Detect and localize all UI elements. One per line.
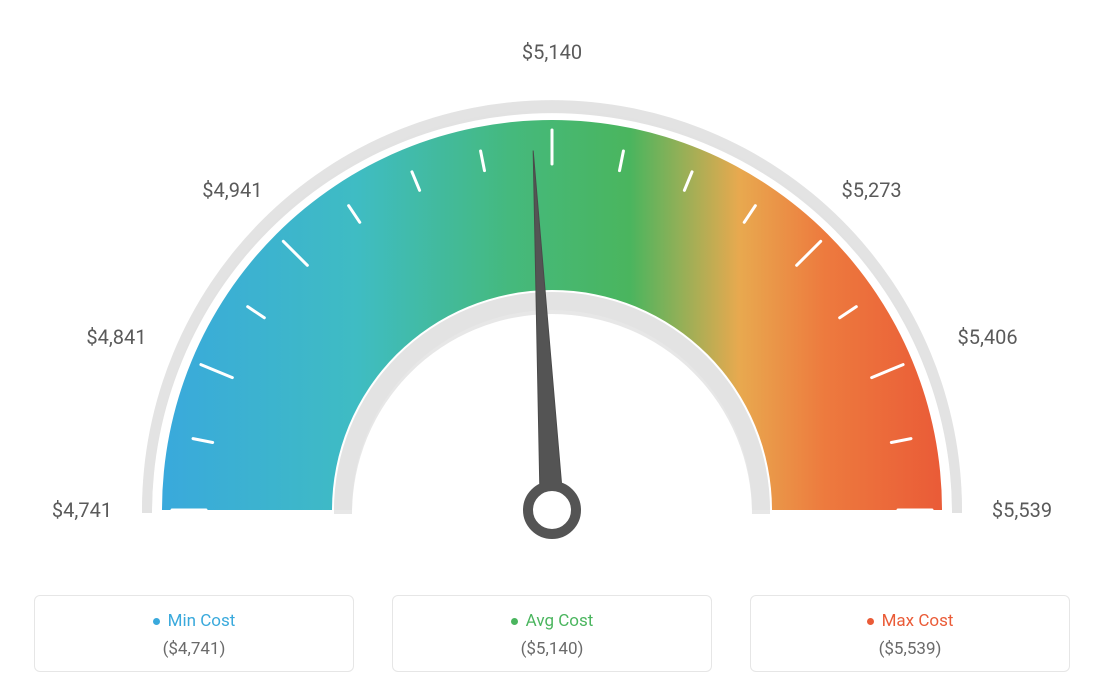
gauge-tick-label: $5,539 [992,498,1052,522]
legend-title-text: Min Cost [168,611,236,631]
legend-value-max: ($5,539) [761,639,1059,659]
gauge-tick-label: $5,273 [842,178,902,202]
gauge-container: $4,741 $4,841 $4,941 $5,140 $5,273 $5,406 $5,5… [0,0,1104,560]
legend-title-min: Min Cost [153,611,236,631]
legend-card-avg: Avg Cost ($5,140) [392,595,712,673]
gauge-tick-label: $4,941 [202,178,262,202]
gauge-svg [0,0,1104,560]
legend-title-avg: Avg Cost [511,611,594,631]
legend-title-max: Max Cost [867,611,954,631]
gauge-tick-label: $4,841 [86,325,146,349]
legend-dot-icon [511,618,518,625]
gauge-hub [528,486,576,534]
legend-card-max: Max Cost ($5,539) [750,595,1070,673]
gauge-tick-label: $4,741 [52,498,112,522]
gauge-tick-label: $5,140 [522,40,582,64]
legend-value-avg: ($5,140) [403,639,701,659]
legend-title-text: Avg Cost [526,611,594,631]
legend-dot-icon [867,618,874,625]
legend-dot-icon [153,618,160,625]
gauge-tick-label: $5,406 [958,325,1018,349]
legend-row: Min Cost ($4,741) Avg Cost ($5,140) Max Cost… [0,595,1104,673]
legend-card-min: Min Cost ($4,741) [34,595,354,673]
legend-title-text: Max Cost [882,611,954,631]
legend-value-min: ($4,741) [45,639,343,659]
